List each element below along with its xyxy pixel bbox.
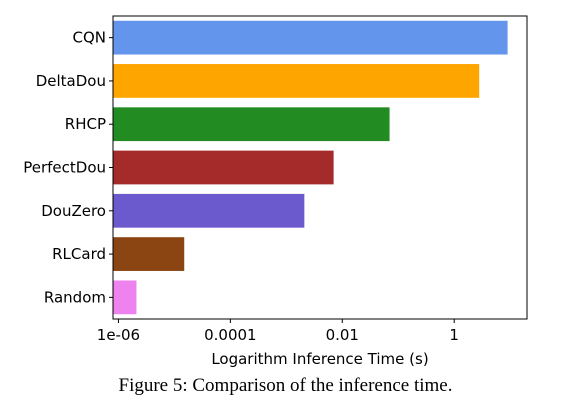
y-tick-label-random: Random bbox=[44, 288, 106, 306]
bar-chart: CQN DeltaDou RHCP PerfectDou DouZero RLCard Ra… bbox=[23, 15, 528, 368]
y-axis: CQN DeltaDou RHCP PerfectDou DouZero RLCard Ra… bbox=[23, 29, 113, 306]
bar-cqn bbox=[113, 20, 508, 55]
y-tick-label-cqn: CQN bbox=[72, 29, 106, 47]
x-axis: 1e-06 0.0001 0.01 1 bbox=[97, 319, 459, 344]
x-tick-label: 1 bbox=[449, 326, 459, 344]
bar-perfectdou bbox=[113, 150, 334, 185]
x-tick-label: 0.01 bbox=[326, 326, 359, 344]
bar-random bbox=[113, 280, 137, 315]
x-tick-label: 0.0001 bbox=[204, 326, 257, 344]
bars-group bbox=[113, 20, 508, 315]
bar-deltadou bbox=[113, 64, 480, 98]
bar-douzero bbox=[113, 193, 305, 228]
figure-caption: Figure 5: Comparison of the inference ti… bbox=[118, 375, 453, 396]
y-tick-label-rlcard: RLCard bbox=[52, 245, 106, 263]
y-tick-label-rhcp: RHCP bbox=[65, 115, 106, 133]
y-tick-label-douzero: DouZero bbox=[41, 202, 106, 220]
bar-rlcard bbox=[113, 237, 185, 271]
x-tick-label: 1e-06 bbox=[97, 326, 140, 344]
y-tick-label-deltadou: DeltaDou bbox=[36, 72, 106, 90]
y-tick-label-perfectdou: PerfectDou bbox=[23, 159, 106, 177]
x-axis-title: Logarithm Inference Time (s) bbox=[211, 350, 428, 368]
bar-rhcp bbox=[113, 107, 390, 142]
